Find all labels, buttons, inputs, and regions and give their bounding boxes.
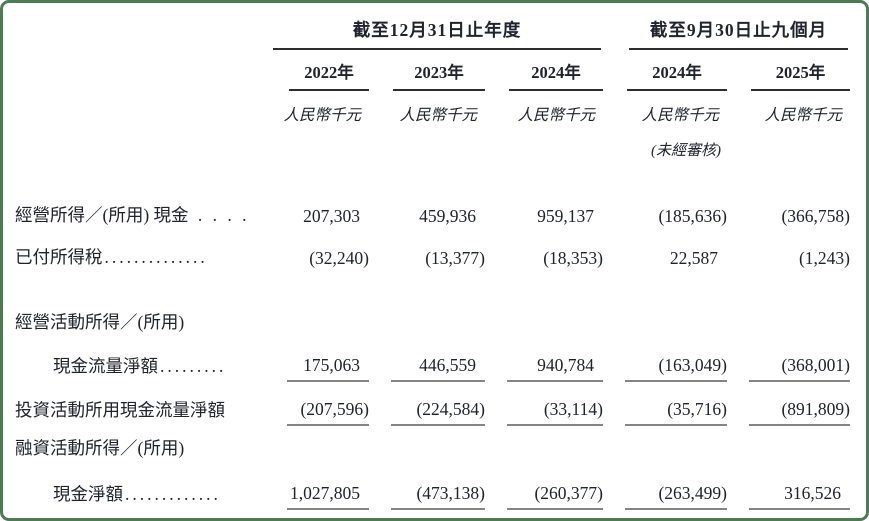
value-cell: [265, 426, 369, 464]
value-cell: (1,243): [798, 248, 850, 268]
unaudited-spacer: [727, 125, 850, 162]
table-row: 經營所得／(所用) 現金 . . . . 207,303 459,936 959,13…: [13, 189, 850, 231]
value-cell: (32,240): [309, 248, 369, 268]
row-label: 融資活動所得／(所用): [15, 438, 185, 458]
value-cell: [369, 426, 485, 464]
unaudited-note: (未經審核): [651, 143, 721, 159]
value-cell: (473,138): [369, 464, 485, 510]
value-cell: [727, 426, 850, 464]
value-cell: 959,137: [537, 206, 594, 226]
value-cell: [603, 300, 727, 338]
column-group-row: 截至12月31日止年度 截至9月30日止九個月: [13, 17, 850, 50]
table-row: 投資活動所用現金流量淨額 (207,596) (224,584) (33,114) (3…: [13, 382, 850, 426]
column-group-interim-title: 截至9月30日止九個月: [629, 17, 848, 50]
value-cell: 175,063: [265, 338, 369, 382]
row-label: 經營活動所得／(所用): [15, 312, 185, 332]
row-label: 已付所得稅..............: [15, 247, 208, 267]
leader-dots: .............: [125, 484, 221, 504]
unaudited-spacer: [265, 125, 369, 162]
year-header-row: 2022年 2023年 2024年 2024年 2025年: [13, 50, 850, 91]
row-label: 投資活動所用現金流量淨額: [15, 400, 225, 420]
column-group-annual-title: 截至12月31日止年度: [273, 17, 601, 50]
header-spacer: [13, 17, 265, 50]
value-cell: 459,936: [419, 206, 476, 226]
leader-dots: . . . .: [190, 205, 250, 225]
unaudited-spacer: [369, 125, 485, 162]
year-header-2024: 2024年: [485, 50, 603, 91]
header-spacer: [13, 50, 265, 91]
value-cell: (18,353): [543, 248, 603, 268]
cash-flow-summary-table: 截至12月31日止年度 截至9月30日止九個月 2022年 2023年 2024…: [13, 17, 850, 510]
year-header-2025-interim: 2025年: [727, 50, 850, 91]
unaudited-spacer: [13, 125, 265, 162]
unit-label: 人民幣千元: [283, 107, 361, 124]
unit-label: 人民幣千元: [764, 107, 842, 124]
table-row: 現金流量淨額......... 175,063 446,559 940,784 (163…: [13, 338, 850, 382]
unit-label: 人民幣千元: [399, 107, 477, 124]
value-cell: [485, 426, 603, 464]
value-cell: (207,596): [265, 382, 369, 426]
unaudited-spacer: [485, 125, 603, 162]
value-cell: [485, 300, 603, 338]
value-cell: (13,377): [425, 248, 485, 268]
row-gap: [13, 162, 850, 189]
value-cell: 316,526: [727, 464, 850, 510]
leader-dots: .........: [160, 356, 227, 376]
year-header-2023: 2023年: [369, 50, 485, 91]
value-cell: (366,758): [781, 206, 850, 226]
value-cell: (185,636): [658, 206, 727, 226]
value-cell: (224,584): [369, 382, 485, 426]
row-label: 現金淨額.............: [53, 484, 221, 504]
table-row: 經營活動所得／(所用): [13, 300, 850, 338]
value-cell: (35,716): [603, 382, 727, 426]
row-gap: [13, 273, 850, 300]
year-header-2022: 2022年: [265, 50, 369, 91]
value-cell: [265, 300, 369, 338]
table-row: 已付所得稅.............. (32,240) (13,377) (18,3…: [13, 231, 850, 273]
value-cell: 446,559: [369, 338, 485, 382]
row-label: 經營所得／(所用) 現金 . . . .: [15, 205, 250, 225]
table-row: 融資活動所得／(所用): [13, 426, 850, 464]
leader-dots: ..............: [104, 247, 208, 267]
unit-spacer: [13, 91, 265, 125]
value-cell: (260,377): [485, 464, 603, 510]
value-cell: (368,001): [727, 338, 850, 382]
table-body: 經營所得／(所用) 現金 . . . . 207,303 459,936 959,13…: [13, 162, 850, 510]
column-group-annual: 截至12月31日止年度: [265, 17, 603, 50]
unit-label: 人民幣千元: [641, 107, 719, 124]
column-group-interim: 截至9月30日止九個月: [603, 17, 850, 50]
value-cell: 207,303: [303, 206, 360, 226]
unaudited-row: (未經審核): [13, 125, 850, 162]
table-row: 現金淨額............. 1,027,805 (473,138) (260,…: [13, 464, 850, 510]
row-label: 現金流量淨額.........: [53, 356, 227, 376]
value-cell: [369, 300, 485, 338]
value-cell: 940,784: [485, 338, 603, 382]
unit-label: 人民幣千元: [517, 107, 595, 124]
value-cell: 22,587: [669, 248, 718, 268]
year-header-2024-interim: 2024年: [603, 50, 727, 91]
value-cell: [727, 300, 850, 338]
value-cell: (891,809): [727, 382, 850, 426]
value-cell: 1,027,805: [265, 464, 369, 510]
value-cell: (33,114): [485, 382, 603, 426]
unit-row: 人民幣千元 人民幣千元 人民幣千元 人民幣千元 人民幣千元: [13, 91, 850, 125]
value-cell: (163,049): [603, 338, 727, 382]
value-cell: (263,499): [603, 464, 727, 510]
value-cell: [603, 426, 727, 464]
